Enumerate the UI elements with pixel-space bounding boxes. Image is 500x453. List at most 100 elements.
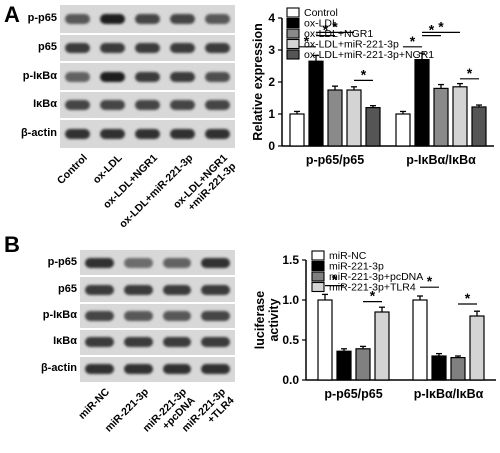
x-category-label: p-IκBα/IκBα: [406, 153, 476, 167]
blot-band: [135, 14, 160, 25]
blot-band: [85, 258, 114, 269]
blot-band: [85, 363, 114, 374]
blot-row-divider: [80, 301, 235, 304]
x-category-label: p-p65/p65: [324, 387, 382, 401]
blot-row-divider: [80, 354, 235, 357]
bar: [452, 86, 468, 147]
blot-row-label: β-actin: [40, 361, 77, 374]
bar: [431, 355, 447, 381]
blot-row-label: β-actin: [20, 126, 57, 139]
blot-band: [201, 258, 230, 269]
blot-band: [205, 71, 230, 82]
legend-swatch: [311, 271, 325, 282]
blot-band: [170, 71, 195, 82]
blot-row-divider: [60, 61, 235, 64]
bar: [412, 299, 428, 381]
bar: [433, 87, 449, 147]
panel-letter-a: A: [4, 2, 20, 27]
blot-band: [123, 337, 153, 348]
significance-star: *: [438, 18, 444, 34]
blot-lane-label: ox-LDL: [90, 152, 125, 187]
blot-band: [135, 128, 160, 139]
significance-star: *: [410, 33, 416, 49]
blot-band: [135, 71, 160, 82]
y-tick-label: 0: [268, 139, 275, 153]
y-tick-label: 3: [268, 43, 275, 57]
blot-row-label: p65: [38, 40, 57, 53]
western-blot-a: [60, 5, 235, 148]
blot-row-divider: [60, 32, 235, 35]
legend-label: ox-LDL+miR-221-3p: [304, 39, 399, 51]
legend-swatch: [311, 260, 325, 272]
bar: [414, 58, 430, 147]
bar: [355, 348, 371, 381]
legend-label: miR-221-3p: [329, 261, 384, 273]
blot-band: [100, 71, 125, 82]
blot-band: [162, 311, 192, 321]
blot-band: [205, 100, 230, 111]
legend-swatch: [311, 250, 325, 261]
bar: [336, 350, 352, 381]
legend-label: miR-221-3p+TLR4: [329, 282, 416, 294]
blot-row-label: p-IκBα: [42, 309, 77, 321]
significance-star: *: [465, 290, 471, 306]
blot-row-label: p-p65: [47, 256, 77, 269]
significance-star: *: [304, 33, 310, 49]
blot-band: [162, 337, 192, 348]
blot-band: [65, 100, 90, 111]
blot-row-label: p65: [58, 282, 77, 295]
blot-band: [170, 100, 195, 111]
legend-label: miR-221-3p+pcDNA: [329, 271, 423, 283]
legend-swatch: [286, 7, 300, 18]
blot-band: [205, 42, 230, 53]
y-axis-label: Relative expression: [251, 23, 265, 140]
blot-band: [65, 14, 90, 25]
y-tick-label: 1.5: [282, 253, 299, 267]
legend-label: ox-LDL+NGR1: [304, 28, 373, 40]
blot-band: [170, 128, 195, 139]
bar: [289, 113, 305, 147]
blot-band: [135, 42, 160, 53]
bar-chart-b: 0.0 0.5 1.0 1.5 Relativeluciferaseactivity p-…: [250, 250, 496, 401]
blot-band: [170, 14, 195, 25]
blot-band: [135, 100, 160, 111]
legend-label: Control: [304, 7, 338, 19]
blot-band: [123, 258, 153, 269]
bar: [327, 89, 343, 147]
blot-row-divider: [80, 275, 235, 278]
y-tick-label: 0.0: [282, 373, 299, 387]
blot-band: [100, 42, 125, 53]
blot-band: [85, 284, 114, 295]
blot-band: [205, 128, 230, 139]
bar: [395, 113, 411, 147]
legend-swatch: [286, 38, 300, 50]
blot-band: [85, 311, 114, 321]
blot-band: [100, 128, 125, 139]
bar: [308, 60, 324, 147]
significance-star: *: [361, 66, 367, 82]
bar: [374, 311, 390, 381]
significance-star: *: [429, 22, 435, 38]
blot-row-label: p-IκBα: [22, 69, 57, 82]
significance-star: *: [370, 288, 376, 304]
blot-lane-label: miR-NC: [76, 386, 112, 422]
blot-row-label: p-p65: [27, 12, 57, 25]
y-tick-label: 0.5: [282, 333, 299, 347]
blot-band: [100, 14, 125, 25]
blot-lane-label: Control: [55, 152, 90, 187]
significance-star: *: [467, 65, 473, 81]
blot-band: [65, 128, 90, 139]
legend-swatch: [286, 28, 300, 39]
blot-row-divider: [80, 328, 235, 331]
bar: [469, 315, 485, 381]
blot-band: [65, 71, 90, 82]
y-tick-label: 1: [268, 107, 275, 121]
y-tick-label: 4: [268, 11, 275, 25]
blot-row-divider: [60, 89, 235, 92]
blot-band: [201, 284, 230, 295]
blot-band: [123, 363, 153, 374]
legend-label: ox-LDL: [304, 18, 338, 30]
legend-label: ox-LDL+miR-221-3p+NGR1: [304, 49, 434, 61]
bar: [346, 89, 362, 147]
